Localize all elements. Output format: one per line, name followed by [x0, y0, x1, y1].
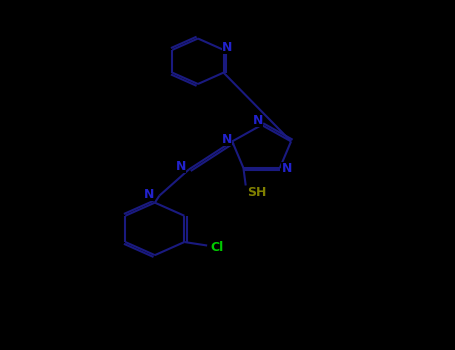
Text: N: N [222, 133, 232, 146]
Text: N: N [282, 161, 292, 175]
Text: N: N [253, 114, 263, 127]
Text: N: N [144, 188, 155, 202]
Text: N: N [222, 41, 233, 54]
Text: N: N [176, 160, 186, 173]
Text: SH: SH [248, 186, 267, 199]
Text: Cl: Cl [211, 241, 224, 254]
